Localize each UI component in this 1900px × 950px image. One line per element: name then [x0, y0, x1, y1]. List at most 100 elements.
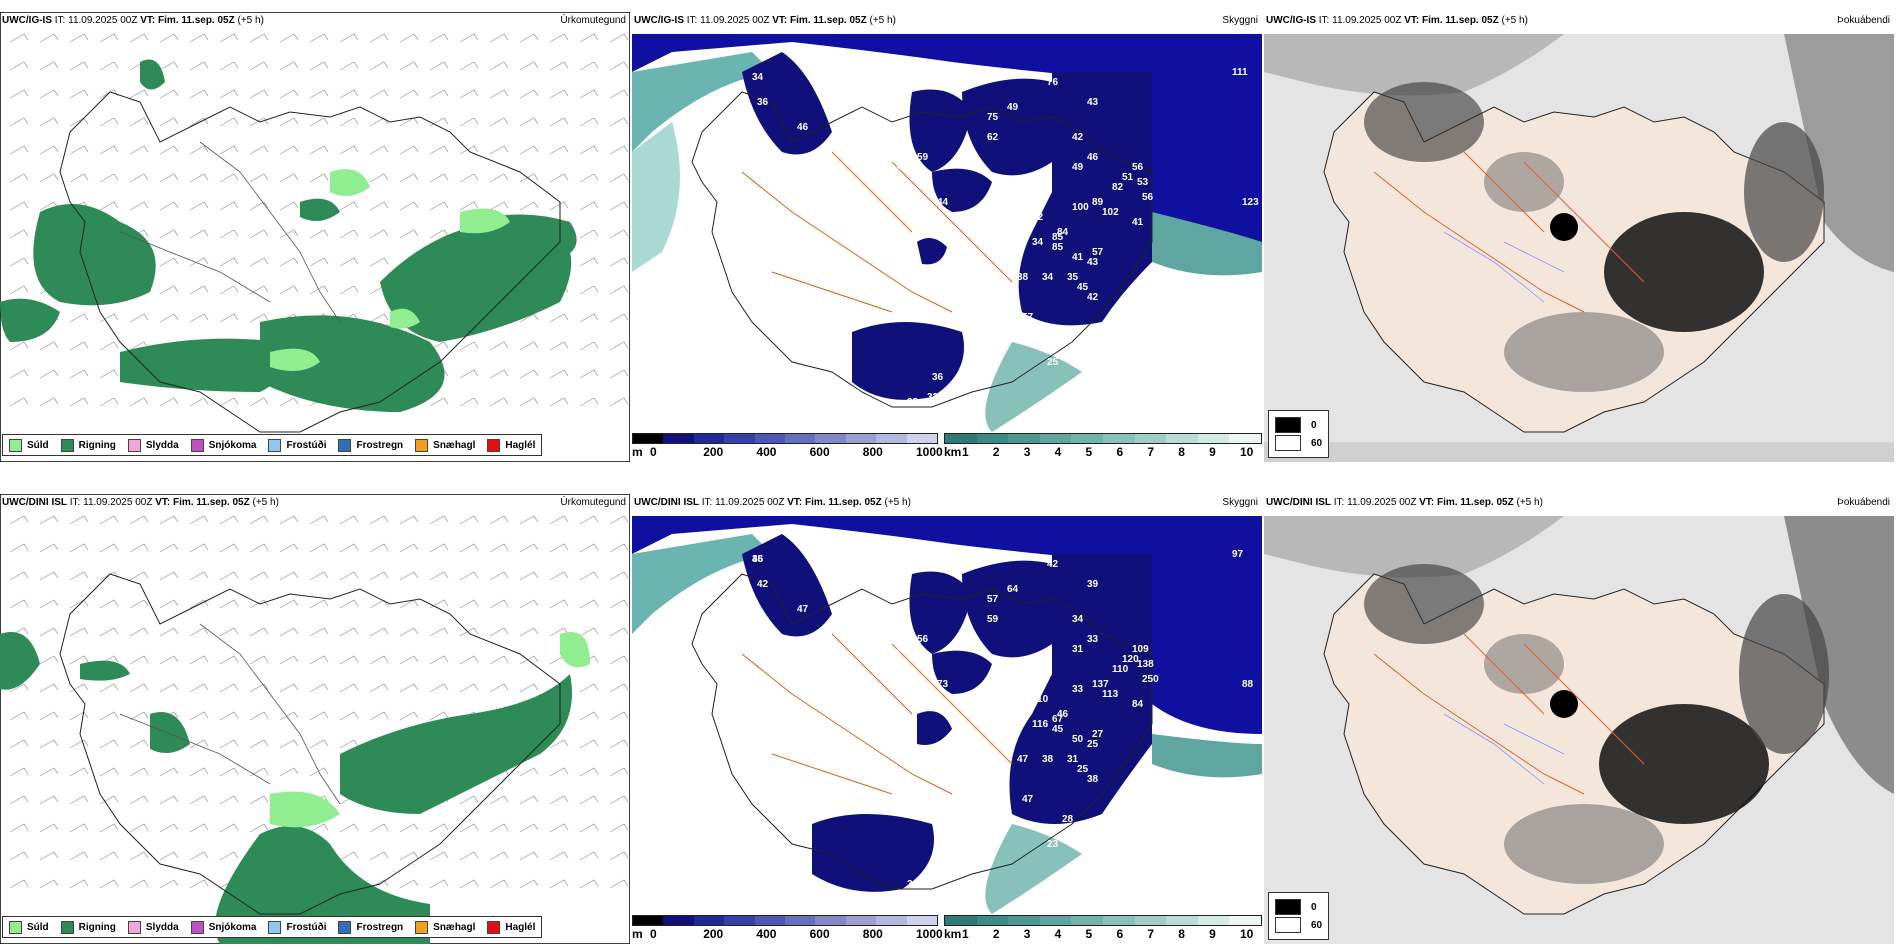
wind-barb [9, 515, 29, 525]
wind-barb [519, 89, 539, 99]
wind-barb [39, 397, 59, 407]
wind-barb [609, 89, 629, 99]
wind-barb [99, 117, 119, 127]
fog-panel-top: UWC/IG-IS IT: 11.09.2025 00Z VT: Fim. 11… [1264, 12, 1894, 462]
ceiling-colorbar: m 0 200 400 600 800 1000 [632, 433, 943, 460]
cloud-value-label: 27 [1092, 729, 1104, 740]
wind-barb [249, 795, 269, 805]
wind-barb [459, 515, 479, 525]
fog-label: 60 [1311, 919, 1323, 931]
wind-barb [489, 823, 509, 833]
wind-barb [399, 229, 419, 239]
wind-barb [69, 851, 89, 861]
wind-barb [249, 599, 269, 609]
wind-barb [609, 655, 629, 665]
wind-barb [429, 823, 449, 833]
legend-swatch [338, 438, 352, 452]
wind-barb [579, 33, 599, 43]
wind-barb [429, 61, 449, 71]
wind-barb [219, 711, 239, 721]
colorbar-segment [845, 434, 877, 443]
legend-swatch [190, 438, 204, 452]
colorbar-segment [633, 916, 664, 925]
wind-barb [249, 739, 269, 749]
wind-barb [9, 61, 29, 71]
wind-barb [459, 201, 479, 211]
wind-barb [159, 229, 179, 239]
cloud-value-label: 67 [1052, 714, 1064, 725]
wind-barb [369, 201, 389, 211]
wind-barb [579, 823, 599, 833]
wind-barb [279, 711, 299, 721]
cloud-value-label: 31 [1067, 754, 1079, 765]
cloud-value-label: 33 [1072, 684, 1084, 695]
wind-barb [579, 879, 599, 889]
wind-barb [249, 397, 269, 407]
precip-legend: Súld Rigning Slydda Snjókoma Frostúði Frostre… [2, 916, 543, 938]
wind-barb [489, 201, 509, 211]
wind-barb [429, 599, 449, 609]
wind-barb [609, 117, 629, 127]
wind-barb [489, 89, 509, 99]
cloud-value-label: 46 [1057, 709, 1069, 720]
wind-barb [369, 851, 389, 861]
cloud-value-label: 46 [1087, 152, 1099, 163]
wind-barb [219, 117, 239, 127]
fog-label: 0 [1311, 901, 1317, 913]
wind-barb [429, 851, 449, 861]
wind-barb [219, 627, 239, 637]
wind-barb [609, 683, 629, 693]
wind-barb [339, 627, 359, 637]
precip-panel-bottom: UWC/DINI ISL IT: 11.09.2025 00Z VT: Fim.… [0, 494, 630, 944]
wind-barb [549, 201, 569, 211]
wind-barb [549, 145, 569, 155]
wind-barb [339, 257, 359, 267]
cloud-value-label: 109 [1132, 644, 1149, 655]
cloud-value-label: 56 [917, 634, 929, 645]
wind-barb [249, 627, 269, 637]
wind-barb [549, 879, 569, 889]
wind-barb [489, 397, 509, 407]
legend-label: Snæhagl [433, 439, 476, 451]
colorbar-tick: 600 [809, 445, 830, 459]
wind-barb [189, 229, 209, 239]
precip-legend: Súld Rigning Slydda Snjókoma Frostúði Frostre… [2, 434, 543, 456]
colorbar-segment [1102, 434, 1135, 443]
wind-barb [99, 341, 119, 351]
cloud-value-label: 47 [1017, 754, 1029, 765]
wind-barb [69, 711, 89, 721]
wind-barb [189, 851, 209, 861]
cloud-value-label: 84 [1057, 227, 1069, 238]
cloud-value-label: 89 [1092, 197, 1104, 208]
wind-barb [129, 599, 149, 609]
cloud-value-label: 49 [1007, 102, 1019, 113]
wind-barb [219, 851, 239, 861]
wind-barb [99, 173, 119, 183]
wind-barb [459, 655, 479, 665]
legend-label: Frostúði [286, 921, 327, 933]
wind-barb [489, 795, 509, 805]
cloud-value-label: 47 [1022, 794, 1034, 805]
wind-barb [519, 823, 539, 833]
wind-barb [549, 851, 569, 861]
wind-barb [519, 655, 539, 665]
wind-barb [339, 201, 359, 211]
wind-barb [309, 515, 329, 525]
wind-barb [369, 543, 389, 553]
wind-barb [459, 571, 479, 581]
wind-barb [189, 767, 209, 777]
wind-barb [609, 795, 629, 805]
cloud-value-label: 40 [982, 779, 994, 790]
cloud-value-label: 33 [1087, 634, 1099, 645]
wind-barb [129, 739, 149, 749]
wind-barb [279, 257, 299, 267]
wind-barb [579, 61, 599, 71]
wind-barb [9, 397, 29, 407]
colorbar-segment [754, 434, 786, 443]
wind-barb [159, 257, 179, 267]
wind-barb [309, 117, 329, 127]
wind-barb [39, 599, 59, 609]
wind-barb [189, 879, 209, 889]
cloud-value-label: 38 [1087, 774, 1099, 785]
legend-item: Súld [9, 920, 49, 934]
